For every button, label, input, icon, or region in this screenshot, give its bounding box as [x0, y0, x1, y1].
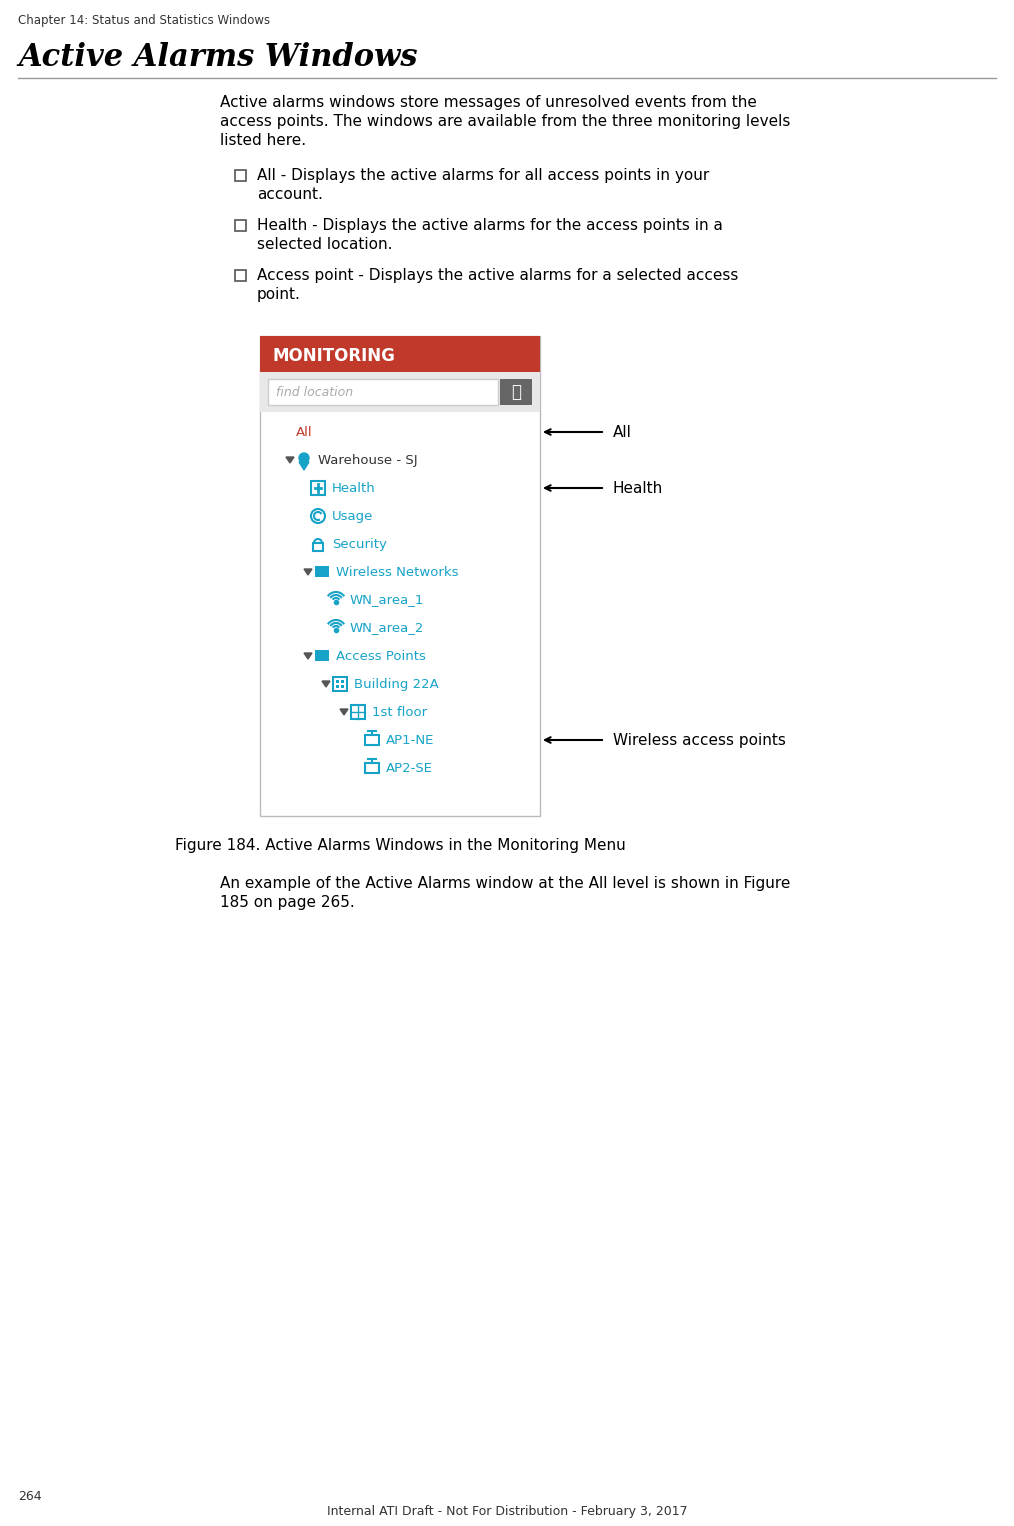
Bar — [365, 736, 379, 745]
Text: Internal ATI Draft - Not For Distribution - February 3, 2017: Internal ATI Draft - Not For Distributio… — [327, 1505, 687, 1518]
Text: access points. The windows are available from the three monitoring levels: access points. The windows are available… — [220, 114, 790, 130]
Text: AP1-NE: AP1-NE — [386, 734, 434, 746]
Text: Health: Health — [613, 481, 663, 496]
Bar — [336, 681, 339, 684]
Text: Building 22A: Building 22A — [354, 678, 439, 690]
Circle shape — [299, 453, 309, 462]
Polygon shape — [299, 462, 309, 470]
Text: Access Points: Access Points — [336, 650, 426, 662]
Text: All: All — [613, 424, 632, 439]
Text: WN_area_2: WN_area_2 — [350, 621, 425, 635]
Bar — [365, 763, 379, 774]
Polygon shape — [340, 710, 348, 716]
Text: 1st floor: 1st floor — [372, 705, 427, 719]
Bar — [351, 705, 365, 719]
Text: AP2-SE: AP2-SE — [386, 761, 433, 775]
Text: ⌕: ⌕ — [511, 383, 521, 401]
Polygon shape — [304, 569, 312, 575]
Text: Active alarms windows store messages of unresolved events from the: Active alarms windows store messages of … — [220, 95, 756, 110]
Text: Wireless access points: Wireless access points — [613, 732, 786, 748]
Text: 185 on page 265.: 185 on page 265. — [220, 896, 355, 909]
Text: MONITORING: MONITORING — [272, 346, 394, 365]
Circle shape — [311, 510, 325, 523]
Bar — [260, 372, 540, 412]
Text: Warehouse - SJ: Warehouse - SJ — [318, 453, 418, 467]
Bar — [235, 220, 246, 230]
Text: selected location.: selected location. — [257, 237, 392, 252]
Bar — [268, 378, 498, 404]
Text: find location: find location — [276, 386, 353, 398]
Text: All - Displays the active alarms for all access points in your: All - Displays the active alarms for all… — [257, 168, 709, 183]
Text: account.: account. — [257, 188, 322, 201]
Bar — [500, 378, 532, 404]
Bar — [341, 681, 344, 684]
Text: 264: 264 — [18, 1489, 42, 1503]
Text: WN_area_1: WN_area_1 — [350, 594, 425, 606]
Bar — [235, 270, 246, 281]
Bar — [333, 678, 347, 691]
Bar — [315, 566, 329, 577]
Text: Wireless Networks: Wireless Networks — [336, 566, 458, 578]
Bar — [315, 650, 329, 661]
Text: Security: Security — [332, 537, 387, 551]
Text: Active Alarms Windows: Active Alarms Windows — [18, 43, 418, 73]
Bar — [260, 336, 540, 816]
Text: point.: point. — [257, 287, 301, 302]
Bar — [341, 685, 344, 688]
Text: All: All — [296, 426, 312, 438]
Text: Usage: Usage — [332, 510, 373, 522]
Text: Chapter 14: Status and Statistics Windows: Chapter 14: Status and Statistics Window… — [18, 14, 270, 27]
Text: Health - Displays the active alarms for the access points in a: Health - Displays the active alarms for … — [257, 218, 723, 233]
Polygon shape — [286, 456, 294, 462]
Bar — [260, 336, 540, 372]
Text: Access point - Displays the active alarms for a selected access: Access point - Displays the active alarm… — [257, 269, 738, 282]
Text: Figure 184. Active Alarms Windows in the Monitoring Menu: Figure 184. Active Alarms Windows in the… — [174, 838, 626, 853]
Bar — [313, 543, 323, 551]
Bar — [311, 481, 325, 494]
Text: An example of the Active Alarms window at the All level is shown in Figure: An example of the Active Alarms window a… — [220, 876, 790, 891]
Polygon shape — [322, 681, 330, 687]
Text: Health: Health — [332, 482, 376, 494]
Bar — [235, 169, 246, 182]
Polygon shape — [304, 653, 312, 659]
Bar — [315, 650, 321, 655]
Text: listed here.: listed here. — [220, 133, 306, 148]
Bar — [336, 685, 339, 688]
Bar — [315, 566, 321, 571]
